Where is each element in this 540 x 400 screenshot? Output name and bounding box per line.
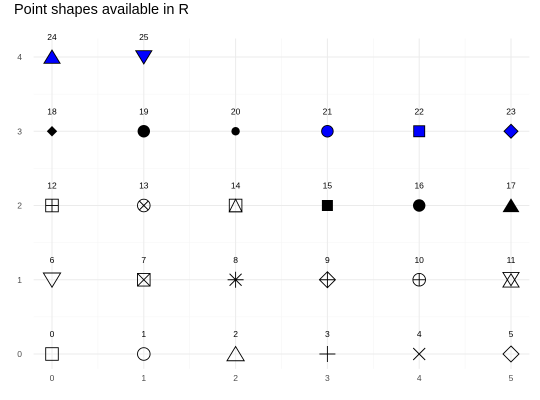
data-point-0 xyxy=(45,347,59,361)
point-label: 10 xyxy=(414,255,424,265)
shape-filled-circle xyxy=(413,199,426,212)
point-label: 12 xyxy=(47,181,57,191)
data-point-14 xyxy=(228,198,243,213)
point-label: 23 xyxy=(506,106,516,116)
y-tick-label: 3 xyxy=(17,126,22,136)
point-label: 22 xyxy=(414,106,424,116)
point-label: 1 xyxy=(141,329,146,339)
point-label: 14 xyxy=(231,181,241,191)
data-point-10 xyxy=(412,273,426,287)
point-label: 15 xyxy=(323,181,333,191)
shape-triangle-fill xyxy=(43,49,61,64)
data-point-5 xyxy=(502,345,520,363)
data-point-7 xyxy=(137,273,151,287)
x-tick-label: 2 xyxy=(233,373,238,383)
x-tick-label: 3 xyxy=(325,373,330,383)
x-tick-label: 0 xyxy=(50,373,55,383)
shape-square-fill xyxy=(413,125,426,138)
data-point-24 xyxy=(43,49,61,64)
y-tick-label: 4 xyxy=(17,52,22,62)
data-point-25 xyxy=(134,50,153,65)
point-label: 17 xyxy=(506,181,516,191)
shape-triangle xyxy=(228,198,243,213)
point-label: 16 xyxy=(414,181,424,191)
point-label: 21 xyxy=(323,106,333,116)
shape-square xyxy=(137,273,151,287)
grid-lines xyxy=(33,38,530,369)
shape-filled-triangle xyxy=(502,198,520,213)
data-point-1 xyxy=(137,347,151,361)
x-tick-label: 5 xyxy=(509,373,514,383)
y-tick-label: 1 xyxy=(17,275,22,285)
data-point-21 xyxy=(321,124,334,138)
shape-stroke xyxy=(412,347,426,361)
shape-circle xyxy=(137,347,151,361)
data-point-16 xyxy=(413,199,426,212)
shape-circle-fill xyxy=(321,124,334,138)
point-label: 18 xyxy=(47,106,57,116)
shape-stroke xyxy=(229,273,242,287)
point-label: 8 xyxy=(233,255,238,265)
shape-filled-diamond xyxy=(46,126,58,137)
data-point-2 xyxy=(226,345,246,362)
shape-triangle-down xyxy=(502,271,520,287)
data-point-13 xyxy=(137,198,151,213)
point-label: 9 xyxy=(325,255,330,265)
data-point-12 xyxy=(45,198,59,213)
point-label: 20 xyxy=(231,106,241,116)
shape-stroke xyxy=(137,273,151,287)
data-point-19 xyxy=(137,125,150,138)
x-tick-label: 4 xyxy=(417,373,422,383)
y-tick-label: 0 xyxy=(17,349,22,359)
point-label: 2 xyxy=(233,329,238,339)
data-point-9 xyxy=(318,271,337,289)
point-label: 0 xyxy=(50,329,55,339)
data-point-11 xyxy=(502,271,520,288)
data-point-3 xyxy=(319,346,336,362)
shape-triangle xyxy=(502,272,520,288)
shape-triangle-down-fill xyxy=(134,50,153,65)
point-label: 25 xyxy=(139,32,149,42)
data-point-20 xyxy=(231,127,240,136)
shape-triangle-down xyxy=(42,272,62,289)
shape-square xyxy=(45,347,59,361)
point-label: 6 xyxy=(50,255,55,265)
point-label: 24 xyxy=(47,32,57,42)
shape-circle xyxy=(137,198,151,213)
point-label: 13 xyxy=(139,181,149,191)
point-label: 5 xyxy=(509,329,514,339)
point-label: 3 xyxy=(325,329,330,339)
data-point-17 xyxy=(502,198,520,213)
y-tick-label: 2 xyxy=(17,201,22,211)
shape-stroke xyxy=(138,200,149,211)
data-point-23 xyxy=(503,123,519,139)
shape-diamond-fill xyxy=(503,123,519,139)
data-point-4 xyxy=(412,347,426,361)
x-tick-label: 1 xyxy=(141,373,146,383)
data-point-6 xyxy=(42,272,62,289)
shape-filled-circle xyxy=(137,125,150,138)
shape-diamond xyxy=(502,345,520,363)
point-label: 4 xyxy=(417,329,422,339)
data-point-15 xyxy=(321,200,333,211)
point-label: 11 xyxy=(507,255,516,265)
data-point-18 xyxy=(46,126,58,137)
point-label: 7 xyxy=(141,255,146,265)
data-point-22 xyxy=(413,125,426,138)
point-label: 19 xyxy=(139,106,149,116)
shape-filled-square xyxy=(321,200,333,211)
chart-title: Point shapes available in R xyxy=(14,2,189,18)
shape-triangle xyxy=(226,345,246,362)
data-point-8 xyxy=(227,271,244,288)
shape-small-circle xyxy=(231,127,240,136)
